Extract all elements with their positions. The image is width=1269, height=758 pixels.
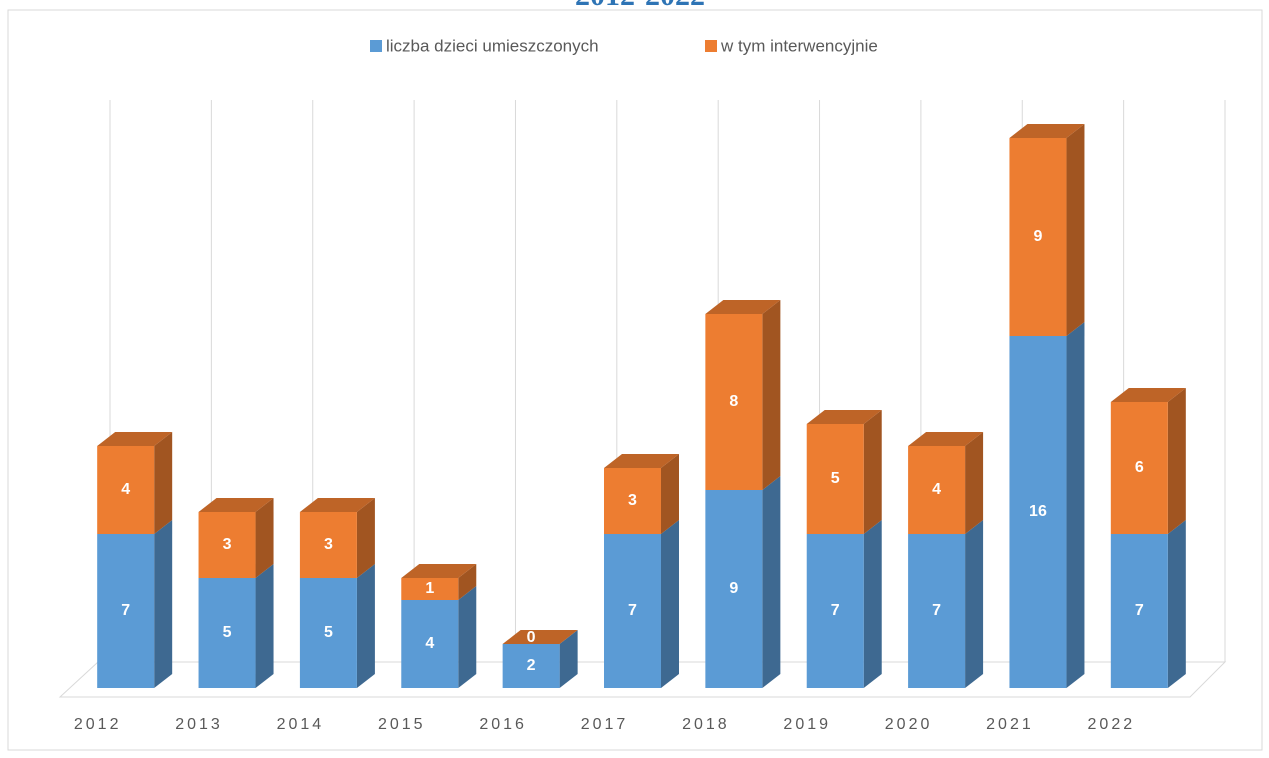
bar-top: [401, 564, 477, 578]
value-label: 4: [425, 635, 434, 652]
bar-side: [458, 586, 477, 688]
x-tick-label: 2018: [682, 716, 730, 733]
bar: [198, 578, 256, 688]
value-label: 1: [425, 580, 434, 597]
bar: [705, 314, 763, 490]
bar: [401, 600, 459, 688]
bar: [1009, 336, 1067, 688]
bar: [908, 534, 966, 688]
bar-top: [705, 300, 781, 314]
bar-top: [97, 432, 173, 446]
x-tick-label: 2022: [1088, 716, 1136, 733]
bar: [502, 644, 560, 688]
value-label: 7: [1135, 602, 1144, 619]
x-tick-label: 2013: [175, 716, 223, 733]
value-label: 9: [1034, 228, 1043, 245]
bar: [198, 512, 256, 578]
value-label: 7: [932, 602, 941, 619]
bar-top: [908, 432, 984, 446]
bar-top: [502, 630, 578, 644]
value-label: 16: [1029, 503, 1047, 520]
bar: [806, 424, 864, 534]
legend-label: liczba dzieci umieszczonych: [386, 36, 599, 55]
chart-title: 2012-2022: [575, 0, 705, 12]
bar: [604, 534, 661, 688]
bar-side: [965, 520, 984, 688]
bar-side: [356, 564, 375, 688]
value-label: 5: [831, 470, 840, 487]
bar-side: [965, 432, 984, 534]
bar: [806, 534, 864, 688]
value-label: 7: [121, 602, 130, 619]
bar-side: [762, 300, 781, 490]
bar: [299, 512, 357, 578]
bar-side: [559, 630, 578, 688]
bar: [401, 578, 459, 600]
x-tick-label: 2016: [479, 716, 527, 733]
value-label: 4: [932, 481, 941, 498]
x-tick-label: 2020: [885, 716, 933, 733]
bar-side: [356, 498, 375, 578]
chart-border: [7, 9, 1263, 751]
x-tick-label: 2017: [581, 716, 629, 733]
value-label: 5: [324, 624, 333, 641]
value-label: 8: [729, 393, 738, 410]
bar-side: [154, 520, 173, 688]
legend-swatch: [705, 40, 717, 52]
legend-swatch: [370, 40, 382, 52]
bar: [1110, 402, 1168, 534]
bar: [1009, 138, 1067, 336]
bar-side: [255, 498, 274, 578]
bar-side: [863, 520, 882, 688]
x-tick-label: 2021: [986, 716, 1034, 733]
legend-label: w tym interwencyjnie: [720, 36, 878, 55]
value-label: 2: [527, 657, 536, 674]
bar-top: [1110, 388, 1186, 402]
bar-side: [661, 520, 679, 688]
value-label: 5: [223, 624, 232, 641]
bar: [604, 468, 661, 534]
x-tick-label: 2015: [378, 716, 426, 733]
bar: [908, 446, 966, 534]
value-label: 4: [121, 481, 130, 498]
bar-side: [1167, 520, 1186, 688]
value-label: 3: [324, 536, 333, 553]
x-tick-label: 2012: [74, 716, 122, 733]
bar-top: [806, 410, 882, 424]
bar: [299, 578, 357, 688]
bar-side: [1167, 388, 1186, 534]
x-tick-label: 2014: [277, 716, 325, 733]
bar: [97, 534, 155, 688]
bar-top: [604, 454, 679, 468]
value-label: 7: [831, 602, 840, 619]
value-label: 3: [628, 492, 637, 509]
value-label: 9: [729, 580, 738, 597]
bar-side: [1066, 322, 1085, 688]
bar-top: [299, 498, 375, 512]
bar-side: [863, 410, 882, 534]
x-tick-label: 2019: [783, 716, 831, 733]
value-label: 7: [628, 602, 637, 619]
value-label: 3: [223, 536, 232, 553]
bar-side: [154, 432, 173, 534]
bar-side: [458, 564, 477, 600]
bar: [97, 446, 155, 534]
bar: [705, 490, 763, 688]
bar-side: [255, 564, 274, 688]
bar-side: [1066, 124, 1085, 336]
value-label: 6: [1135, 459, 1144, 476]
bar-side: [762, 476, 781, 688]
bar: [1110, 534, 1168, 688]
bar-top: [198, 498, 274, 512]
bar-side: [661, 454, 679, 534]
bar-top: [1009, 124, 1085, 138]
value-label: 0: [527, 629, 536, 646]
